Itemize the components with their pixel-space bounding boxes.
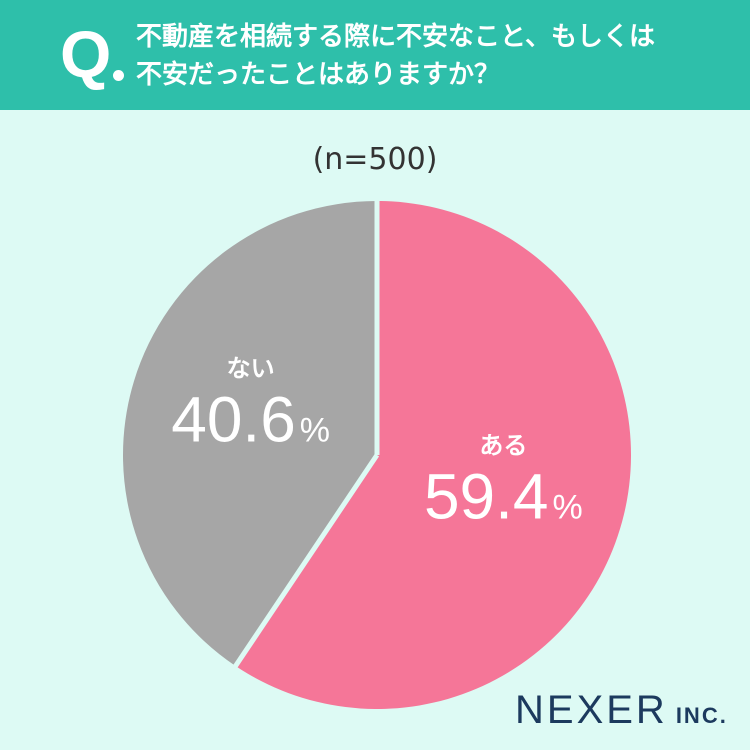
logo-name: NEXER xyxy=(515,688,668,732)
question-line-2: 不安だったことはありますか？ xyxy=(136,60,501,90)
question-line-1: 不動産を相続する際に不安なこと、もしくは xyxy=(136,22,655,52)
slice-value-label: 40.6% xyxy=(171,384,330,456)
logo-suffix: INC. xyxy=(675,703,728,728)
sample-size: (n=500) xyxy=(312,142,438,177)
pie-slice-1 xyxy=(235,201,631,709)
slice-separator-2 xyxy=(232,453,380,670)
nexer-logo: NEXER INC. xyxy=(515,688,728,733)
slice-category-label: ある xyxy=(479,431,527,459)
q-label: Q xyxy=(60,17,112,91)
slice-category-label: ない xyxy=(227,355,275,383)
question-text: 不動産を相続する際に不安なこと、もしくは 不安だったことはありますか？ xyxy=(136,18,736,94)
question-header: Q 不動産を相続する際に不安なこと、もしくは 不安だったことはありますか？ xyxy=(0,0,750,110)
q-dot xyxy=(113,70,124,81)
slice-value-label: 59.4% xyxy=(424,460,583,532)
pie-slice-2 xyxy=(122,201,377,666)
